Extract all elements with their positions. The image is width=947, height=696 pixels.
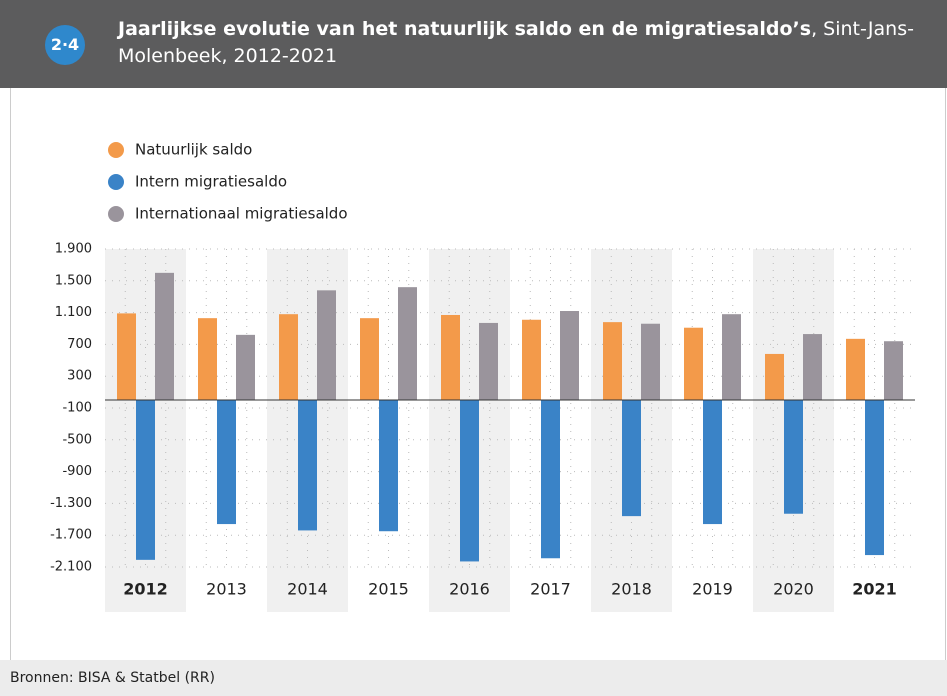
y-tick-label: -2.100	[50, 560, 92, 575]
bar	[603, 322, 622, 401]
x-tick-label: 2013	[206, 580, 247, 599]
bar	[155, 272, 174, 401]
bar	[379, 400, 398, 532]
y-tick-label: -100	[62, 401, 92, 416]
bar	[865, 400, 884, 556]
bar	[884, 341, 903, 401]
source: Bronnen: BISA & Statbel (RR)	[0, 660, 947, 696]
bar	[703, 400, 722, 525]
y-tick-label: -900	[62, 464, 92, 479]
bar	[765, 353, 784, 401]
bar	[279, 314, 298, 401]
legend-swatch	[108, 174, 124, 190]
figure-number: 2·4	[45, 25, 85, 65]
legend-swatch	[108, 206, 124, 222]
header: 2·4 Jaarlijkse evolutie van het natuurli…	[0, 0, 947, 88]
bar	[560, 311, 579, 401]
x-tick-label: 2021	[852, 580, 897, 599]
legend-swatch	[108, 142, 124, 158]
bar	[722, 314, 741, 401]
y-tick-label: -1.300	[50, 496, 92, 511]
frame	[10, 88, 946, 660]
bar	[136, 400, 155, 560]
x-tick-label: 2014	[287, 580, 328, 599]
bar	[846, 338, 865, 401]
y-tick-label: 1.100	[55, 305, 92, 320]
legend-label: Natuurlijk saldo	[135, 141, 252, 159]
bar	[117, 313, 136, 401]
bar	[460, 400, 479, 562]
bar	[298, 400, 317, 531]
bar	[641, 323, 660, 401]
x-tick-label: 2017	[530, 580, 571, 599]
x-tick-label: 2018	[611, 580, 652, 599]
bar	[803, 334, 822, 401]
bar	[360, 318, 379, 401]
x-tick-label: 2016	[449, 580, 490, 599]
legend-label: Internationaal migratiesaldo	[135, 205, 348, 223]
bar	[784, 400, 803, 514]
x-tick-label: 2020	[773, 580, 814, 599]
bar	[217, 400, 236, 525]
bar	[541, 400, 560, 559]
bar	[198, 318, 217, 401]
bar	[441, 314, 460, 401]
bar	[398, 287, 417, 401]
y-tick-label: 700	[67, 337, 92, 352]
title-block: Jaarlijkse evolutie van het natuurlijk s…	[118, 16, 944, 70]
y-tick-label: -1.700	[50, 528, 92, 543]
bar	[684, 327, 703, 401]
x-tick-label: 2019	[692, 580, 733, 599]
bar	[236, 334, 255, 401]
bar	[522, 319, 541, 401]
bar	[479, 322, 498, 401]
legend-label: Intern migratiesaldo	[135, 173, 287, 191]
chart-title: Jaarlijkse evolutie van het natuurlijk s…	[118, 18, 812, 40]
y-tick-label: 1.900	[55, 242, 92, 257]
y-tick-label: 1.500	[55, 273, 92, 288]
x-tick-label: 2015	[368, 580, 409, 599]
x-tick-label: 2012	[123, 580, 168, 599]
y-tick-label: -500	[62, 432, 92, 447]
chart-subtitle: , Sint-Jans-Molenbeek, 2012-2021	[118, 18, 914, 67]
bar	[622, 400, 641, 517]
y-tick-label: 300	[67, 369, 92, 384]
bar	[317, 290, 336, 401]
chart: Natuurlijk saldo Intern migratiesaldo Inte…	[50, 141, 915, 612]
